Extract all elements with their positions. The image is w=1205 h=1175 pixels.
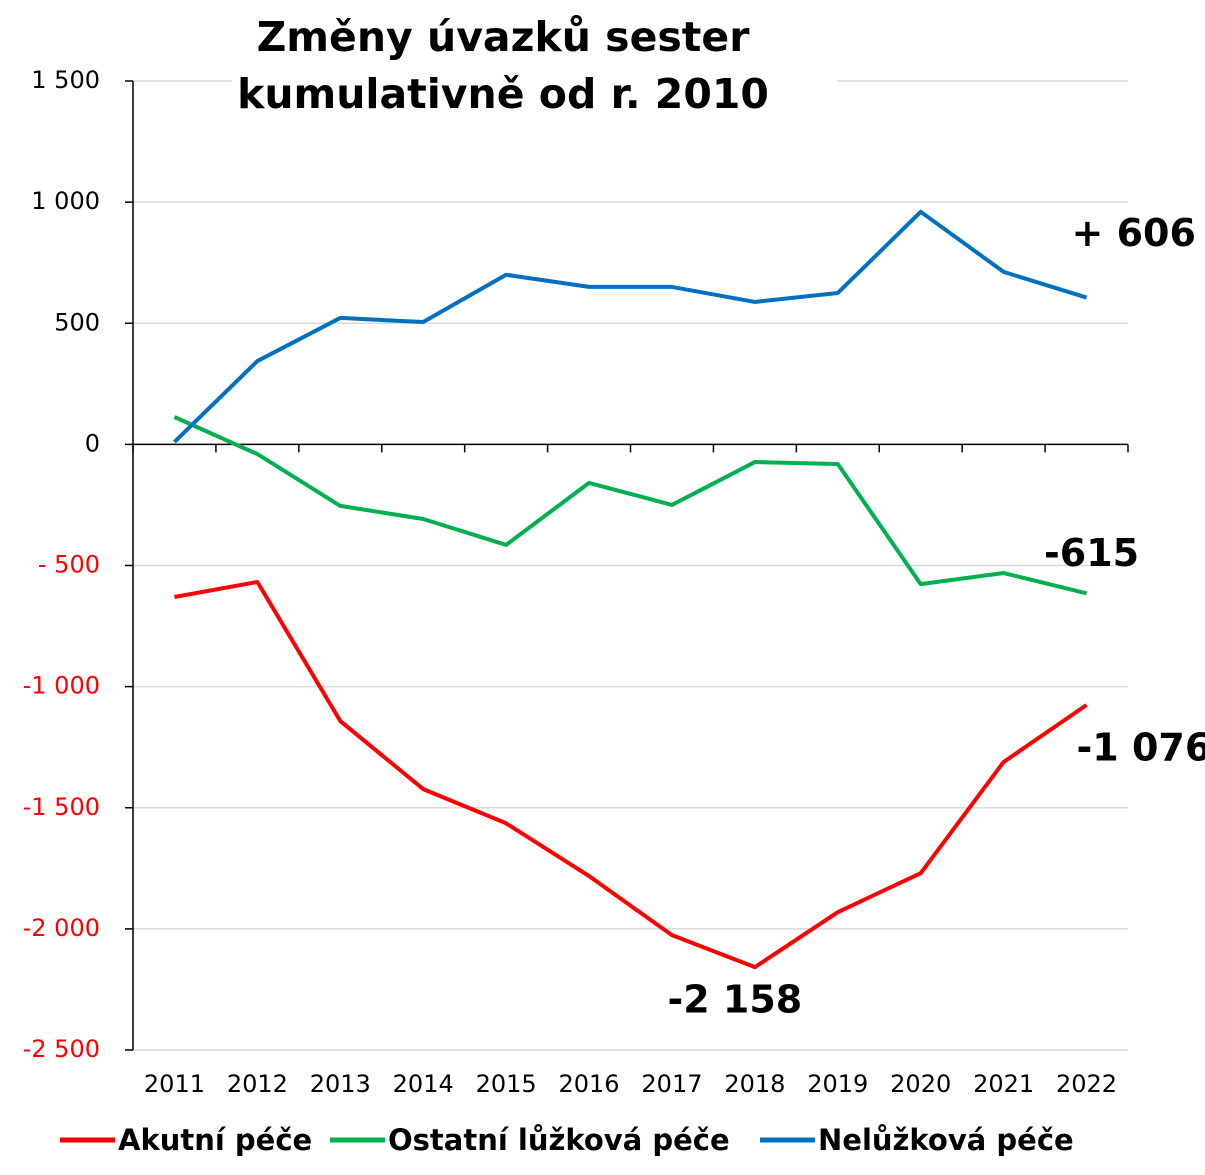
y-tick-label: 1 500: [31, 66, 100, 94]
chart-title: kumulativně od r. 2010: [237, 70, 769, 118]
x-tick-label: 2021: [973, 1070, 1034, 1098]
y-tick-label: -2 000: [23, 914, 100, 942]
y-tick-label: - 500: [38, 551, 100, 579]
y-tick-label: 0: [85, 429, 100, 457]
chart-title: Změny úvazků sester: [257, 13, 751, 61]
data-label: + 606: [1072, 211, 1196, 255]
x-tick-label: 2018: [724, 1070, 785, 1098]
x-tick-label: 2016: [559, 1070, 620, 1098]
x-tick-label: 2020: [890, 1070, 951, 1098]
x-tick-label: 2019: [807, 1070, 868, 1098]
legend-label: Nelůžková péče: [818, 1123, 1074, 1157]
y-tick-label: -2 500: [23, 1035, 100, 1063]
y-tick-label: -1 500: [23, 793, 100, 821]
legend-label: Ostatní lůžková péče: [388, 1123, 730, 1157]
x-tick-label: 2012: [227, 1070, 288, 1098]
data-label: -2 158: [667, 978, 802, 1022]
series-line: [174, 579, 1088, 970]
y-tick-label: -1 000: [23, 672, 100, 700]
x-tick-label: 2015: [476, 1070, 537, 1098]
legend-label: Akutní péče: [118, 1123, 312, 1157]
title-backing: [232, 10, 837, 130]
y-tick-label: 500: [54, 308, 100, 336]
series-line: [173, 209, 1088, 444]
data-label: -615: [1044, 531, 1139, 575]
x-tick-label: 2022: [1056, 1070, 1117, 1098]
x-tick-label: 2017: [641, 1070, 702, 1098]
x-tick-label: 2011: [144, 1070, 205, 1098]
y-tick-label: 1 000: [31, 187, 100, 215]
x-tick-label: 2014: [393, 1070, 454, 1098]
x-tick-label: 2013: [310, 1070, 371, 1098]
data-label: -1 076: [1077, 726, 1205, 770]
series-line: [173, 415, 1088, 596]
